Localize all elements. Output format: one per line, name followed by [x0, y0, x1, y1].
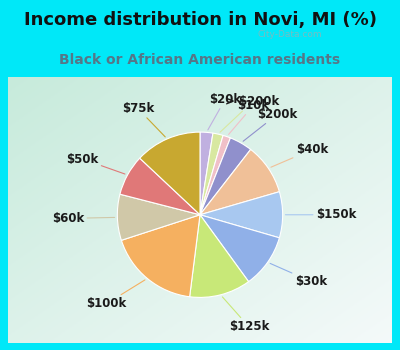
Text: $50k: $50k — [66, 153, 125, 174]
Text: $125k: $125k — [222, 297, 269, 333]
Text: $100k: $100k — [86, 280, 145, 310]
Wedge shape — [200, 138, 251, 215]
Text: City-Data.com: City-Data.com — [257, 30, 322, 40]
Wedge shape — [200, 149, 279, 215]
Wedge shape — [200, 132, 213, 215]
Text: $75k: $75k — [122, 102, 165, 137]
Wedge shape — [140, 132, 200, 215]
Text: Black or African American residents: Black or African American residents — [60, 53, 340, 67]
Wedge shape — [120, 158, 200, 215]
Text: $10k: $10k — [228, 99, 270, 134]
Wedge shape — [200, 133, 223, 215]
Wedge shape — [117, 194, 200, 240]
Text: $30k: $30k — [270, 264, 327, 288]
Wedge shape — [190, 215, 248, 298]
Text: $60k: $60k — [52, 212, 115, 225]
Text: $200k: $200k — [243, 108, 298, 141]
Text: $20k: $20k — [208, 93, 241, 130]
Wedge shape — [200, 135, 230, 215]
Wedge shape — [121, 215, 200, 297]
Text: $150k: $150k — [286, 208, 356, 221]
Text: > $200k: > $200k — [220, 95, 280, 132]
Text: $40k: $40k — [271, 143, 328, 167]
Text: Income distribution in Novi, MI (%): Income distribution in Novi, MI (%) — [24, 11, 376, 29]
Wedge shape — [200, 215, 279, 282]
Wedge shape — [200, 192, 283, 238]
